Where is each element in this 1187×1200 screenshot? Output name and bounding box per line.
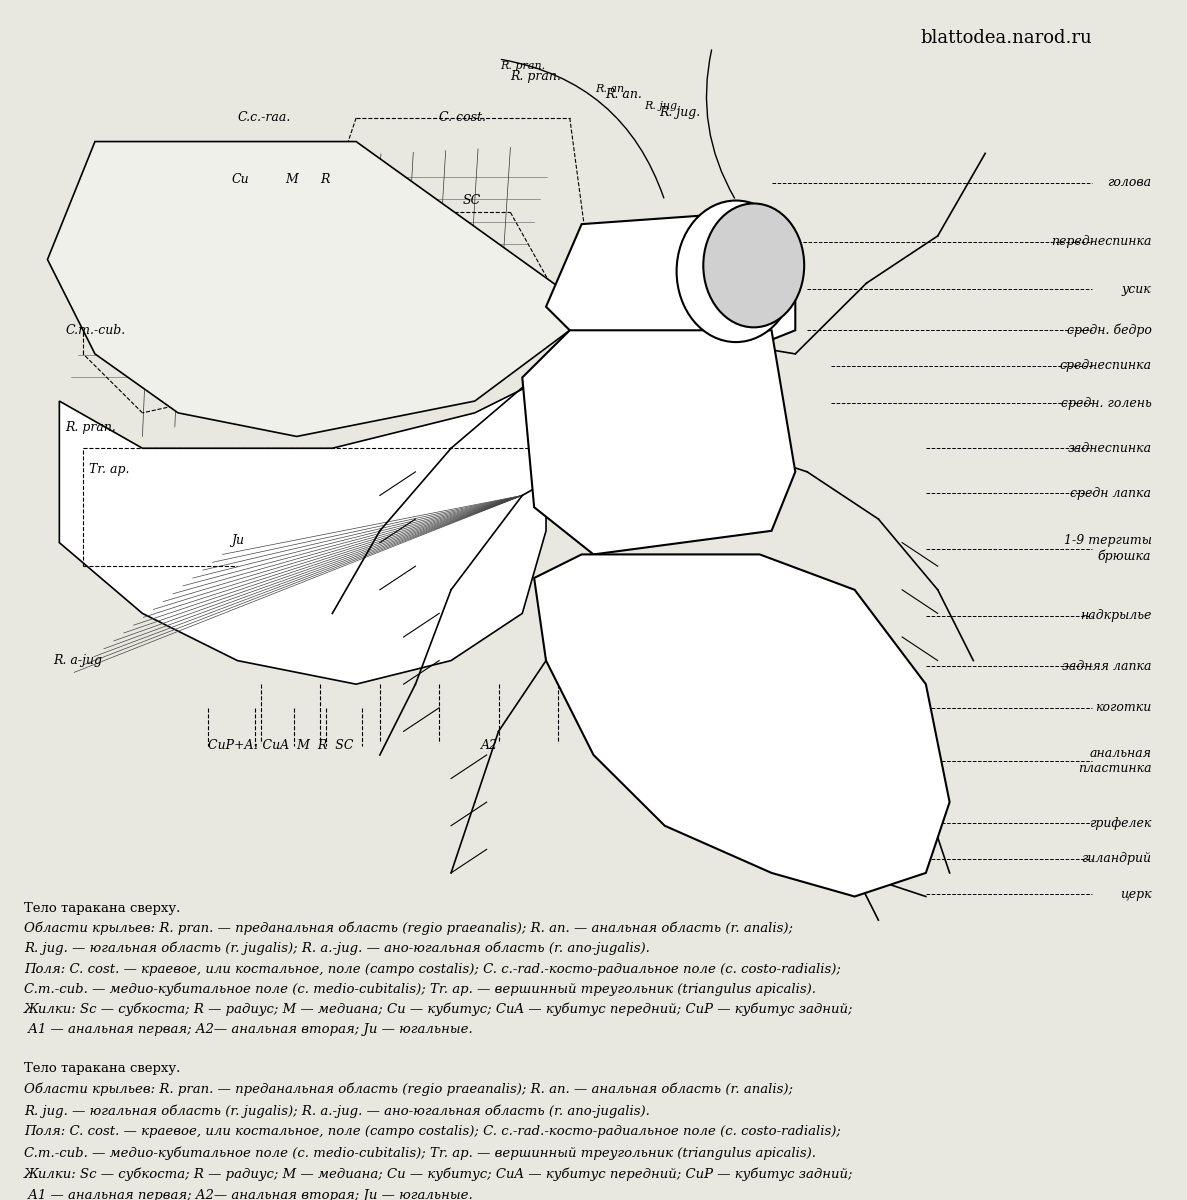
- Text: R: R: [320, 173, 330, 186]
- Text: R. pran.: R. pran.: [500, 61, 545, 71]
- Text: R. an.: R. an.: [595, 84, 628, 95]
- Text: голова: голова: [1107, 176, 1151, 190]
- Text: R. jug. — югальная область (r. jugalis); R. a.-jug. — ано-югальная область (r. a: R. jug. — югальная область (r. jugalis);…: [24, 942, 649, 955]
- Text: церк: церк: [1119, 888, 1151, 901]
- Text: C.m.-cub. — медио-кубитальное поле (c. medio-cubitalis); Tr. ap. — вершинный тре: C.m.-cub. — медио-кубитальное поле (c. m…: [24, 1146, 815, 1160]
- Text: Поля: C. cost. — краевое, или костальное, поле (campo costalis); C. c.-rad.-кост: Поля: C. cost. — краевое, или костальное…: [24, 1126, 840, 1139]
- Ellipse shape: [677, 200, 795, 342]
- Text: A1 — анальная первая; A2— анальная вторая; Ju — югальные.: A1 — анальная первая; A2— анальная втора…: [24, 1022, 472, 1036]
- Text: средн. голень: средн. голень: [1061, 397, 1151, 410]
- Text: Cu: Cu: [231, 173, 249, 186]
- Text: C. cost.: C. cost.: [439, 112, 487, 125]
- Text: переднеспинка: переднеспинка: [1050, 235, 1151, 248]
- Text: Поля: C. cost. — краевое, или костальное, поле (campo costalis); C. c.-rad.-кост: Поля: C. cost. — краевое, или костальное…: [24, 962, 840, 976]
- Polygon shape: [47, 142, 570, 437]
- Text: A2: A2: [481, 739, 497, 752]
- Text: R. jug. — югальная область (r. jugalis); R. a.-jug. — ано-югальная область (r. a: R. jug. — югальная область (r. jugalis);…: [24, 1104, 649, 1117]
- Ellipse shape: [703, 204, 805, 328]
- Text: R. pran.: R. pran.: [510, 70, 561, 83]
- Text: R. pran.: R. pran.: [65, 420, 116, 433]
- Text: задняя лапка: задняя лапка: [1062, 660, 1151, 673]
- Text: Области крыльев: R. pran. — преданальная область (regio praeanalis); R. an. — ан: Области крыльев: R. pran. — преданальная…: [24, 1082, 793, 1097]
- Text: грифелек: грифелек: [1088, 817, 1151, 830]
- Text: blattodea.narod.ru: blattodea.narod.ru: [920, 30, 1092, 48]
- Text: надкрылье: надкрылье: [1080, 610, 1151, 623]
- Text: C.m.-cub. — медио-кубитальное поле (c. medio-cubitalis); Tr. ap. — вершинный тре: C.m.-cub. — медио-кубитальное поле (c. m…: [24, 982, 815, 996]
- Text: R. jug.: R. jug.: [645, 101, 680, 110]
- Polygon shape: [546, 212, 795, 354]
- Text: средн. бедро: средн. бедро: [1066, 324, 1151, 337]
- Text: R. jug.: R. jug.: [659, 106, 700, 119]
- Text: CuP+A₁ CuA  M  R  SC: CuP+A₁ CuA M R SC: [208, 739, 354, 752]
- Text: Жилки: Sc — субкоста; R — радиус; M — медиана; Cu — кубитус; CuA — кубитус перед: Жилки: Sc — субкоста; R — радиус; M — ме…: [24, 1168, 853, 1181]
- Text: среднеспинка: среднеспинка: [1059, 359, 1151, 372]
- Text: C.c.-raa.: C.c.-raa.: [237, 112, 291, 125]
- Text: Жилки: Sc — субкоста; R — радиус; M — медиана; Cu — кубитус; CuA — кубитус перед: Жилки: Sc — субкоста; R — радиус; M — ме…: [24, 1002, 853, 1015]
- Text: анальная
пластинка: анальная пластинка: [1078, 746, 1151, 775]
- Text: R. a-jug: R. a-jug: [53, 654, 102, 667]
- Text: R. an.: R. an.: [605, 88, 642, 101]
- Text: M: M: [285, 173, 298, 186]
- Text: SC: SC: [463, 194, 481, 208]
- Text: средн лапка: средн лапка: [1071, 486, 1151, 499]
- Text: усик: усик: [1122, 282, 1151, 295]
- Text: 1-9 тергиты
брюшка: 1-9 тергиты брюшка: [1064, 534, 1151, 563]
- Text: заднеспинка: заднеспинка: [1067, 442, 1151, 455]
- Polygon shape: [522, 330, 795, 554]
- Text: Области крыльев: R. pran. — преданальная область (regio praeanalis); R. an. — ан: Области крыльев: R. pran. — преданальная…: [24, 922, 793, 936]
- Text: Tr. ap.: Tr. ap.: [89, 463, 129, 476]
- Text: A1 — анальная первая; A2— анальная вторая; Ju — югальные.: A1 — анальная первая; A2— анальная втора…: [24, 1189, 472, 1200]
- Polygon shape: [59, 378, 546, 684]
- Polygon shape: [534, 554, 950, 896]
- Text: гиландрий: гиландрий: [1081, 852, 1151, 865]
- Text: Тело таракана сверху.: Тело таракана сверху.: [24, 1062, 180, 1075]
- Text: Тело таракана сверху.: Тело таракана сверху.: [24, 902, 180, 916]
- Text: коготки: коготки: [1096, 701, 1151, 714]
- Text: C.m.-cub.: C.m.-cub.: [65, 324, 126, 337]
- Text: Ju: Ju: [231, 534, 245, 547]
